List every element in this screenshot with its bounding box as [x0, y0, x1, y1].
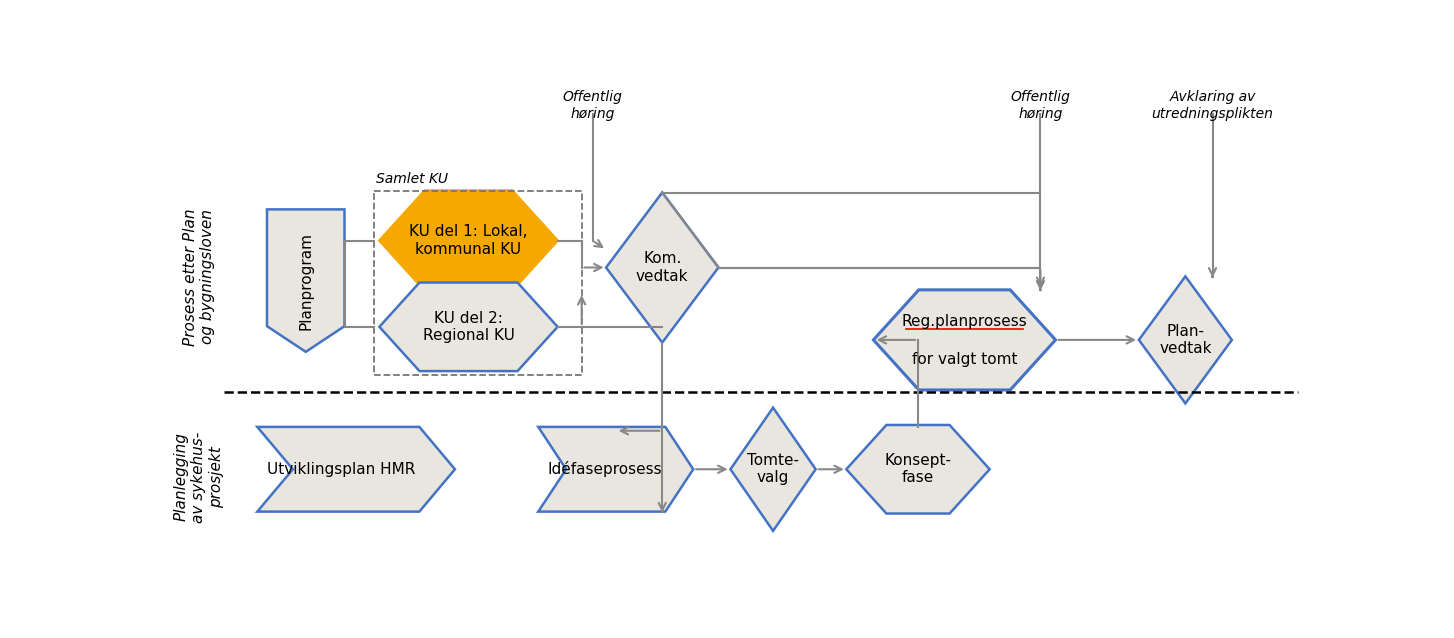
Text: for valgt tomt: for valgt tomt: [912, 352, 1018, 367]
Polygon shape: [874, 290, 1056, 390]
Text: Reg.planprosess: Reg.planprosess: [901, 315, 1028, 329]
Polygon shape: [379, 283, 558, 371]
Polygon shape: [606, 193, 718, 343]
Text: Utviklingsplan HMR: Utviklingsplan HMR: [268, 462, 416, 477]
Text: Offentlig
høring: Offentlig høring: [1011, 91, 1070, 121]
Text: KU del 2:
Regional KU: KU del 2: Regional KU: [423, 311, 515, 343]
Text: Konsept-
fase: Konsept- fase: [884, 453, 951, 486]
Text: KU del 1: Lokal,
kommunal KU: KU del 1: Lokal, kommunal KU: [409, 225, 528, 256]
Polygon shape: [538, 427, 694, 512]
Polygon shape: [1138, 276, 1232, 403]
Polygon shape: [257, 427, 455, 512]
Text: Planlegging
av sykehus-
prosjekt: Planlegging av sykehus- prosjekt: [174, 431, 224, 523]
Text: Plan-
vedtak: Plan- vedtak: [1159, 323, 1211, 356]
Polygon shape: [379, 191, 558, 291]
Text: Tomte-
valg: Tomte- valg: [747, 453, 800, 486]
Text: Samlet KU: Samlet KU: [375, 172, 448, 186]
Text: Offentlig
høring: Offentlig høring: [563, 91, 622, 121]
Polygon shape: [730, 408, 816, 531]
Text: Avklaring av
utredningsplikten: Avklaring av utredningsplikten: [1152, 91, 1274, 121]
Text: Planprogram: Planprogram: [298, 232, 313, 330]
Polygon shape: [846, 425, 990, 514]
Text: Prosess etter Plan
og bygningsloven: Prosess etter Plan og bygningsloven: [183, 208, 215, 346]
Text: Kom.
vedtak: Kom. vedtak: [635, 251, 689, 284]
Polygon shape: [268, 209, 345, 352]
Text: Idéfaseprosess: Idéfaseprosess: [548, 461, 662, 477]
